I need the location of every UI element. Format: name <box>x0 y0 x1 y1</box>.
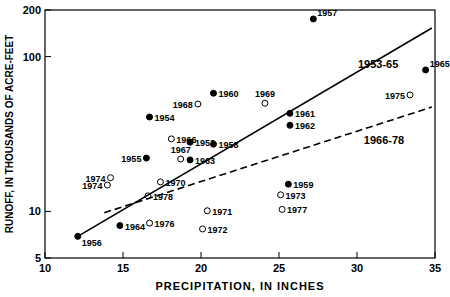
x-tick <box>435 252 436 258</box>
point-label: 1967 <box>171 145 191 155</box>
point-label: 1972 <box>208 225 228 235</box>
point-label: 1961 <box>295 109 315 119</box>
point-label: 1955 <box>121 154 141 164</box>
point <box>287 122 293 128</box>
point-label: 1958 <box>218 140 238 150</box>
point-label: 1959 <box>293 180 313 190</box>
point-label: 1956 <box>82 238 102 248</box>
line-label: 1966-78 <box>364 134 404 146</box>
point <box>278 192 284 198</box>
point-label: 1975 <box>385 91 405 101</box>
y-tick <box>45 258 51 259</box>
point <box>407 92 413 98</box>
plot-frame <box>45 10 435 258</box>
x-tick <box>201 252 202 258</box>
point <box>168 136 174 142</box>
x-tick-label: 30 <box>351 262 363 274</box>
point <box>262 100 268 106</box>
point-label: 1973 <box>286 191 306 201</box>
x-tick <box>357 252 358 258</box>
point <box>204 208 210 214</box>
point-label: 1965 <box>430 59 450 69</box>
x-tick <box>279 252 280 258</box>
point <box>187 157 193 163</box>
plot-marks <box>75 16 432 239</box>
point-label: 1977 <box>287 205 307 215</box>
fit-line <box>78 28 432 236</box>
point <box>200 226 206 232</box>
x-axis-label: PRECIPITATION, IN INCHES <box>155 280 324 292</box>
point <box>310 16 316 22</box>
x-tick-label: 35 <box>429 262 441 274</box>
line-label: 1953-65 <box>358 58 398 70</box>
point-label: 1971 <box>212 207 232 217</box>
point <box>210 90 216 96</box>
y-axis-label: RUNOFF, IN THOUSANDS OF ACRE-FEET <box>4 35 15 234</box>
y-tick-label: 5 <box>35 252 41 264</box>
x-tick <box>45 252 46 258</box>
chart: 101520253035510100200PRECIPITATION, IN I… <box>0 0 450 297</box>
point-label: 1953 <box>195 138 215 148</box>
x-tick-label: 15 <box>117 262 129 274</box>
y-tick <box>45 10 51 11</box>
point-label: 1968 <box>173 100 193 110</box>
x-tick <box>123 252 124 258</box>
point <box>147 220 153 226</box>
point-label: 1966 <box>176 135 196 145</box>
y-tick-label: 200 <box>23 4 41 16</box>
x-tick-label: 25 <box>273 262 285 274</box>
point <box>423 67 429 73</box>
x-tick-label: 20 <box>195 262 207 274</box>
point-label: 1954 <box>155 113 175 123</box>
y-tick <box>45 211 51 212</box>
point <box>178 156 184 162</box>
point-label: 1978 <box>153 192 173 202</box>
labels: 1953 1954 1955 1956 1957 1958 1959 1960 1961 1962… <box>82 8 450 248</box>
point-label: 1957 <box>317 8 337 18</box>
point <box>195 101 201 107</box>
point <box>279 206 285 212</box>
point <box>147 114 153 120</box>
point <box>157 179 163 185</box>
point-label: 1964 <box>125 222 145 232</box>
y-tick-label: 100 <box>23 51 41 63</box>
point-label: 1976 <box>155 219 175 229</box>
point-label: 1970 <box>165 178 185 188</box>
y-tick <box>45 56 51 57</box>
point <box>108 175 114 181</box>
point-label: 1969 <box>255 89 275 99</box>
point <box>285 181 291 187</box>
point-label: 1960 <box>218 89 238 99</box>
y-tick-label: 10 <box>29 205 41 217</box>
point <box>143 155 149 161</box>
point-label: 1963 <box>195 156 215 166</box>
fit-line <box>104 107 432 213</box>
point <box>117 223 123 229</box>
point-label: 1974 <box>82 181 102 191</box>
point-label: 1962 <box>295 121 315 131</box>
